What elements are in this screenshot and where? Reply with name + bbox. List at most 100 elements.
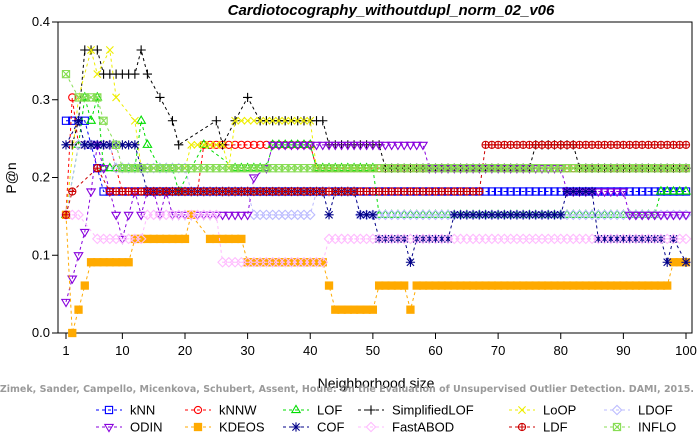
data-point-odin (430, 165, 441, 174)
data-point-kdeos (324, 281, 334, 290)
data-point-odin (386, 141, 397, 151)
data-point-lof (79, 91, 90, 101)
data-point-odin (436, 165, 447, 174)
legend-label: kNN (130, 403, 155, 418)
data-point-lof (662, 185, 673, 195)
data-point-loop (299, 116, 308, 125)
data-point-cof (543, 210, 553, 220)
data-point-ldf (68, 187, 77, 196)
x-tick-label: 30 (240, 343, 254, 358)
x-axis-label: Neighborhood size (318, 375, 435, 391)
data-point-odin (555, 165, 566, 174)
data-point-simplifiedlof (243, 92, 253, 103)
data-point-lof (292, 139, 303, 148)
legend-item-simplifiedlof: SimplifiedLOF (358, 403, 474, 418)
data-point-cof (362, 210, 372, 220)
data-point-loop (105, 46, 114, 54)
data-point-lof (273, 139, 285, 148)
data-point-cof (524, 210, 535, 220)
data-point-odin (636, 211, 648, 221)
data-point-cof (86, 140, 96, 150)
data-point-cof (368, 210, 378, 220)
legend-label: FastABOD (392, 420, 454, 434)
data-point-lof (298, 139, 310, 148)
legend-label: LOF (317, 403, 342, 418)
chart-title: Cardiotocography_withoutdupl_norm_02_v06 (228, 2, 555, 19)
data-point-kdeos (406, 305, 415, 314)
data-point-loop (243, 116, 252, 125)
data-point-loop (249, 116, 258, 125)
data-point-lof (361, 162, 372, 172)
data-point-odin (518, 165, 529, 174)
data-point-loop (231, 116, 240, 125)
data-point-cof (599, 234, 610, 244)
data-point-odin (292, 141, 303, 151)
data-point-knnw (230, 140, 240, 149)
data-point-loop (274, 116, 283, 125)
data-point-odin (79, 228, 90, 238)
data-point-cof (98, 140, 109, 150)
legend-marker-kdeos (193, 422, 203, 432)
data-point-cof (130, 140, 140, 150)
series-ldf (61, 140, 691, 219)
legend-item-loop: LoOP (509, 403, 576, 418)
data-point-lof (668, 185, 679, 195)
data-point-fastabod (680, 233, 692, 245)
data-point-odin (624, 211, 635, 221)
data-point-kdeos (663, 281, 672, 290)
data-point-lof (305, 139, 316, 148)
data-point-odin (505, 165, 516, 174)
data-point-cof (80, 140, 90, 150)
data-point-odin (336, 141, 347, 151)
data-point-simplifiedlof (142, 69, 153, 79)
data-point-simplifiedlof (211, 116, 221, 126)
x-tick-label: 10 (115, 343, 129, 358)
legend-item-kdeos: KDEOS (185, 420, 265, 434)
data-point-odin (73, 252, 84, 261)
data-point-odin (499, 165, 510, 174)
legend-item-lof: LOF (283, 403, 342, 418)
data-point-ldof (304, 209, 316, 221)
data-point-cof (61, 140, 71, 150)
data-point-cof (480, 210, 491, 220)
data-point-odin (399, 141, 410, 151)
data-point-cof (506, 210, 516, 220)
legend-label: KDEOS (219, 420, 265, 434)
data-point-lof (85, 115, 97, 124)
data-point-lof (248, 162, 260, 172)
data-point-odin (524, 165, 535, 174)
data-point-odin (85, 188, 97, 198)
data-point-odin (317, 141, 328, 151)
data-point-knn (644, 187, 653, 196)
data-point-loop (87, 46, 96, 54)
data-point-knn (493, 187, 503, 196)
data-point-loop (199, 140, 208, 149)
data-point-odin (323, 141, 335, 151)
data-point-fastabod (210, 209, 222, 221)
data-point-lof (342, 162, 353, 172)
data-point-odin (492, 165, 504, 174)
data-point-loop (218, 140, 227, 149)
data-point-odin (668, 211, 679, 221)
data-point-kdeos (237, 234, 246, 244)
legend-marker-odin (103, 423, 115, 433)
data-point-knn (506, 187, 515, 196)
series-layer (60, 45, 692, 338)
data-point-knn (519, 187, 528, 196)
data-point-odin (361, 141, 372, 151)
data-point-loop (212, 140, 221, 149)
legend-marker-ldf (517, 422, 527, 432)
legend-marker-cof (291, 422, 301, 432)
data-point-cof (324, 210, 334, 220)
series-line-ldof (65, 144, 686, 216)
y-tick-label: 0.3 (32, 92, 50, 107)
data-point-odin (273, 141, 285, 151)
data-point-loop (206, 140, 215, 149)
data-point-fastabod (317, 256, 329, 268)
legend-label: kNNW (219, 403, 257, 418)
data-point-odin (536, 165, 548, 174)
data-point-lof (254, 162, 266, 172)
data-point-odin (474, 165, 485, 174)
data-point-cof (468, 210, 478, 220)
data-point-odin (248, 174, 260, 184)
